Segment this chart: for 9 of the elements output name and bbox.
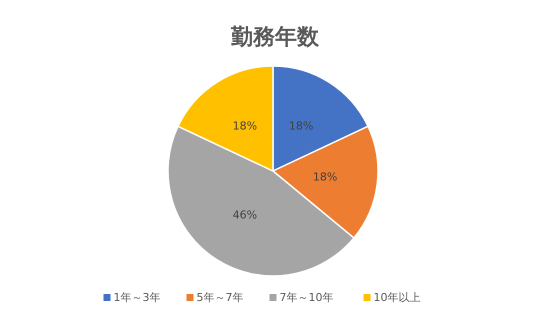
chart-title: 勤務年数 [230, 25, 320, 50]
legend-label: 10年以上 [374, 291, 420, 304]
data-label: 18% [312, 170, 338, 184]
legend-label: 1年～3年 [114, 291, 160, 304]
data-label: 18% [288, 120, 314, 133]
legend-label: 7年～10年 [280, 291, 334, 304]
data-label: 46% [232, 208, 258, 222]
data-label: 18% [232, 120, 258, 133]
legend-label: 5年～7年 [196, 291, 244, 304]
